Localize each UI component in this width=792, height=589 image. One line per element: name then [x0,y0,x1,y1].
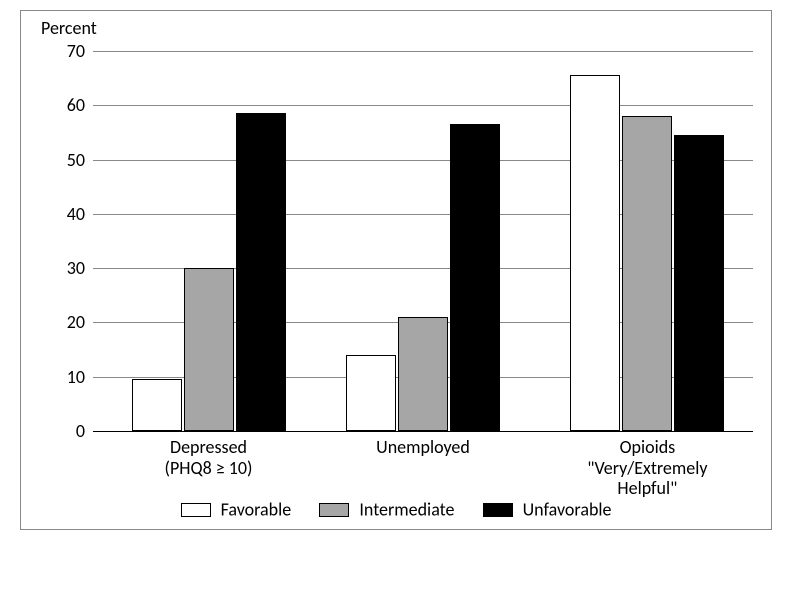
bar [184,268,234,431]
legend-item-intermediate: Intermediate [319,497,454,521]
gridline [93,51,753,52]
legend-label-unfavorable: Unfavorable [523,499,612,521]
bar [674,135,724,431]
bar [346,355,396,431]
bar [236,113,286,431]
legend-swatch-unfavorable [483,503,513,517]
x-tick-label: Depressed (PHQ8 ≥ 10) [164,431,252,478]
x-tick-label: Opioids "Very/Extremely Helpful" [587,431,707,499]
y-tick-label: 40 [67,203,93,225]
legend-label-intermediate: Intermediate [359,499,454,521]
y-tick-label: 0 [76,420,93,442]
y-tick-label: 70 [67,40,93,62]
y-tick-label: 20 [67,311,93,333]
legend-swatch-favorable [181,503,211,517]
legend: Favorable Intermediate Unfavorable [21,497,771,521]
gridline [93,105,753,106]
y-tick-label: 10 [67,366,93,388]
y-tick-label: 50 [67,149,93,171]
legend-label-favorable: Favorable [221,499,292,521]
bar [570,75,620,431]
chart-frame: Percent 010203040506070Depressed (PHQ8 ≥… [20,10,772,530]
legend-swatch-intermediate [319,503,349,517]
y-tick-label: 30 [67,257,93,279]
y-axis-title: Percent [41,17,97,39]
x-tick-label: Unemployed [376,431,470,458]
legend-item-unfavorable: Unfavorable [483,497,612,521]
plot-area: 010203040506070Depressed (PHQ8 ≥ 10)Unem… [93,51,753,431]
legend-item-favorable: Favorable [181,497,292,521]
bar [450,124,500,431]
bar [132,379,182,431]
bar [622,116,672,431]
y-tick-label: 60 [67,94,93,116]
bar [398,317,448,431]
